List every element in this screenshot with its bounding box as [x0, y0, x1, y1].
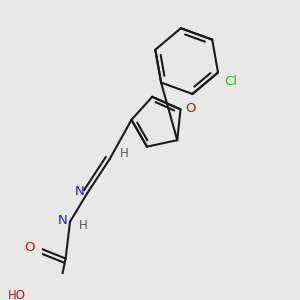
Text: HO: HO	[8, 289, 26, 300]
Text: Cl: Cl	[224, 75, 237, 88]
Text: N: N	[58, 214, 68, 227]
Text: N: N	[75, 185, 85, 198]
Text: H: H	[120, 147, 129, 160]
Text: O: O	[185, 102, 195, 115]
Text: O: O	[24, 241, 35, 254]
Text: H: H	[79, 219, 88, 232]
